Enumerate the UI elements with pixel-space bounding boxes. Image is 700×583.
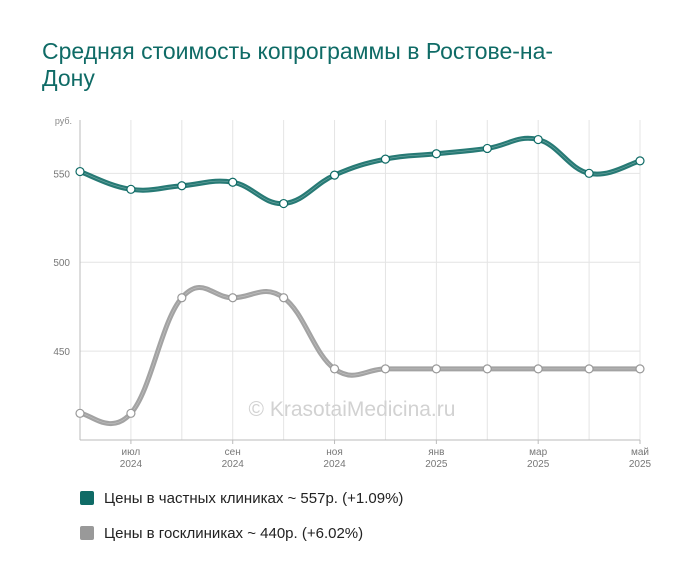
series-line-private xyxy=(77,135,643,207)
data-point-private xyxy=(635,156,645,166)
data-point-public xyxy=(533,364,543,374)
x-tick-month: июл xyxy=(122,447,141,458)
legend-item-public[interactable]: Цены в госклиниках ~ 440р. (+6.02%) xyxy=(80,523,403,543)
data-point-public xyxy=(329,364,340,374)
data-point-public xyxy=(126,408,136,418)
data-point-public xyxy=(584,364,594,374)
data-point-private xyxy=(380,154,391,164)
data-point-public xyxy=(635,364,645,374)
x-tick-month: мар xyxy=(529,447,547,458)
legend-swatch-public xyxy=(80,526,94,540)
line-chart: 450500550руб.июл2024сен2024ноя2024янв202… xyxy=(53,116,652,470)
x-tick-month: май xyxy=(631,447,649,458)
data-point-public xyxy=(177,293,187,303)
data-point-public xyxy=(279,293,289,303)
x-tick-month: сен xyxy=(225,447,241,458)
data-point-private xyxy=(533,134,543,145)
legend-label-private: Цены в частных клиниках ~ 557р. (+1.09%) xyxy=(104,489,404,507)
legend-swatch-private xyxy=(80,491,94,505)
data-point-private xyxy=(228,177,238,187)
x-tick-year: 2025 xyxy=(629,459,652,470)
legend: Цены в частных клиниках ~ 557р. (+1.09%)… xyxy=(80,488,403,558)
data-point-private xyxy=(584,168,594,178)
data-point-private xyxy=(279,198,289,209)
data-point-public xyxy=(482,364,492,374)
data-point-private xyxy=(329,170,340,180)
data-point-public xyxy=(431,364,441,374)
y-tick-label: 550 xyxy=(53,169,70,180)
x-tick-month: янв xyxy=(428,447,444,458)
data-point-private xyxy=(75,166,85,177)
x-tick-year: 2025 xyxy=(527,459,550,470)
data-point-private xyxy=(126,184,136,194)
legend-label-public: Цены в госклиниках ~ 440р. (+6.02%) xyxy=(104,524,364,542)
watermark: © KrasotaiMedicina.ru xyxy=(249,398,456,421)
x-tick-year: 2024 xyxy=(323,459,346,470)
x-tick-year: 2024 xyxy=(222,459,245,470)
y-tick-label: 450 xyxy=(53,347,70,358)
data-point-public xyxy=(75,408,85,418)
legend-item-private[interactable]: Цены в частных клиниках ~ 557р. (+1.09%) xyxy=(80,488,403,508)
y-tick-label: 500 xyxy=(53,258,70,269)
y-unit-label: руб. xyxy=(55,116,72,126)
x-tick-month: ноя xyxy=(326,447,343,458)
x-tick-year: 2024 xyxy=(120,459,143,470)
chart-title: Средняя стоимость копрограммы в Ростове-… xyxy=(42,38,554,91)
data-point-private xyxy=(482,143,492,154)
data-point-private xyxy=(431,149,441,159)
x-tick-year: 2025 xyxy=(425,459,448,470)
data-point-public xyxy=(380,364,391,374)
data-point-private xyxy=(177,181,187,191)
data-point-public xyxy=(228,293,238,303)
